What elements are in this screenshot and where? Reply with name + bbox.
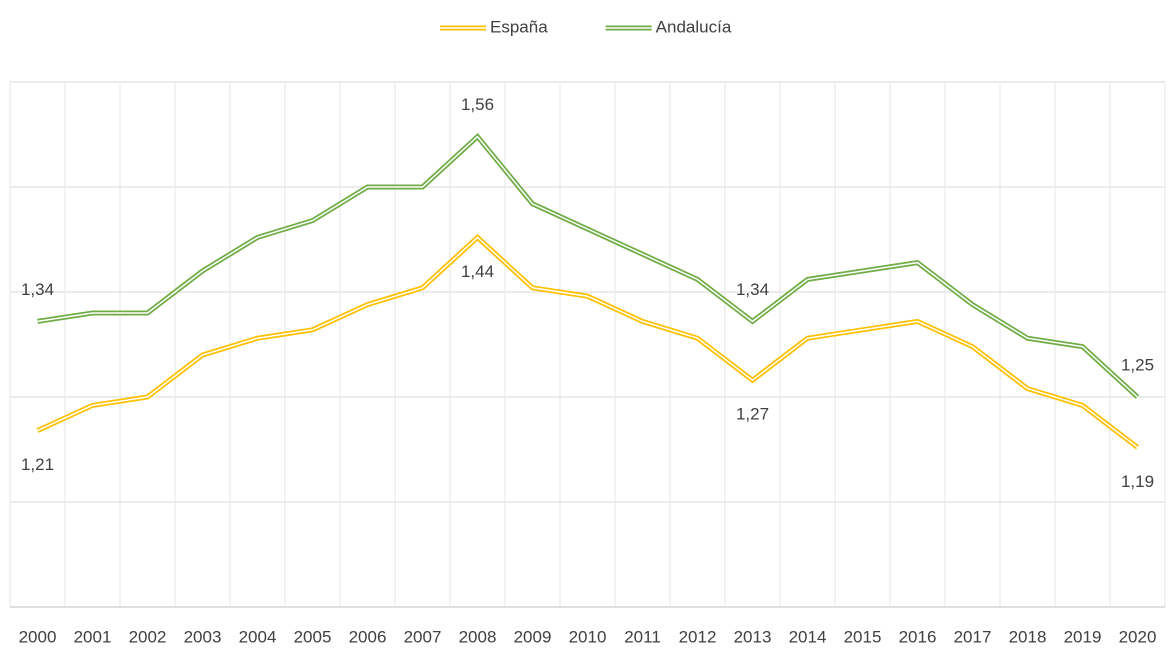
data-label: 1,27 <box>736 405 769 424</box>
x-tick-label: 2017 <box>954 627 992 646</box>
data-label: 1,34 <box>736 280 769 299</box>
x-tick-label: 2008 <box>459 627 497 646</box>
x-tick-label: 2011 <box>624 627 661 646</box>
x-tick-label: 2006 <box>349 627 387 646</box>
line-inner <box>37 236 1138 448</box>
x-tick-label: 2010 <box>569 627 607 646</box>
x-tick-label: 2020 <box>1119 627 1157 646</box>
x-tick-label: 2014 <box>789 627 827 646</box>
legend-label: España <box>490 17 548 36</box>
x-tick-label: 2016 <box>899 627 937 646</box>
x-tick-label: 2019 <box>1064 627 1102 646</box>
data-label: 1,56 <box>461 95 494 114</box>
x-tick-label: 2005 <box>294 627 332 646</box>
data-label: 1,34 <box>21 280 54 299</box>
x-tick-label: 2001 <box>74 627 112 646</box>
x-tick-label: 2003 <box>184 627 222 646</box>
x-tick-label: 2000 <box>19 627 57 646</box>
x-tick-label: 2013 <box>734 627 772 646</box>
data-label: 1,44 <box>461 262 494 281</box>
data-label: 1,25 <box>1121 355 1154 374</box>
x-tick-label: 2012 <box>679 627 717 646</box>
data-label: 1,21 <box>21 455 54 474</box>
line-inner <box>37 135 1139 398</box>
data-label: 1,19 <box>1121 472 1154 491</box>
x-tick-label: 2007 <box>404 627 442 646</box>
x-tick-label: 2018 <box>1009 627 1047 646</box>
x-tick-label: 2004 <box>239 627 277 646</box>
x-tick-label: 2009 <box>514 627 552 646</box>
x-tick-label: 2015 <box>844 627 882 646</box>
legend-label: Andalucía <box>656 17 732 36</box>
x-tick-label: 2002 <box>129 627 167 646</box>
